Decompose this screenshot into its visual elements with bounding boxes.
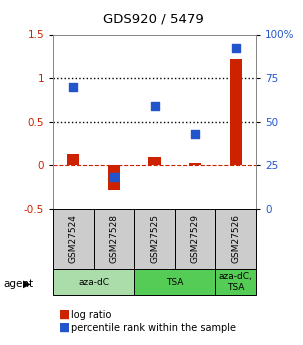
Bar: [134, 269, 215, 295]
Point: [71, 84, 76, 89]
Text: ■: ■: [59, 307, 70, 321]
Bar: [230, 59, 242, 165]
Text: GSM27525: GSM27525: [150, 214, 159, 264]
Text: ■: ■: [59, 321, 70, 334]
Bar: [215, 209, 256, 269]
Text: GSM27526: GSM27526: [231, 214, 240, 264]
Text: GSM27528: GSM27528: [109, 214, 118, 264]
Text: TSA: TSA: [166, 277, 184, 287]
Text: aza-dC: aza-dC: [78, 277, 109, 287]
Point: [152, 103, 157, 109]
Bar: [189, 164, 201, 165]
Text: log ratio: log ratio: [71, 310, 112, 319]
Bar: [53, 209, 94, 269]
Bar: [108, 165, 120, 189]
Text: percentile rank within the sample: percentile rank within the sample: [71, 324, 236, 333]
Bar: [215, 269, 256, 295]
Text: agent: agent: [3, 279, 33, 288]
Text: ▶: ▶: [23, 279, 31, 288]
Text: GSM27529: GSM27529: [191, 214, 200, 264]
Bar: [148, 157, 161, 165]
Text: GSM27524: GSM27524: [69, 215, 78, 263]
Bar: [134, 209, 175, 269]
Bar: [53, 269, 134, 295]
Point: [233, 46, 238, 51]
Point: [112, 175, 116, 180]
Text: GDS920 / 5479: GDS920 / 5479: [103, 12, 203, 25]
Bar: [175, 209, 215, 269]
Point: [193, 131, 198, 137]
Text: aza-dC,
TSA: aza-dC, TSA: [219, 272, 253, 292]
Bar: [94, 209, 134, 269]
Bar: [67, 154, 79, 165]
